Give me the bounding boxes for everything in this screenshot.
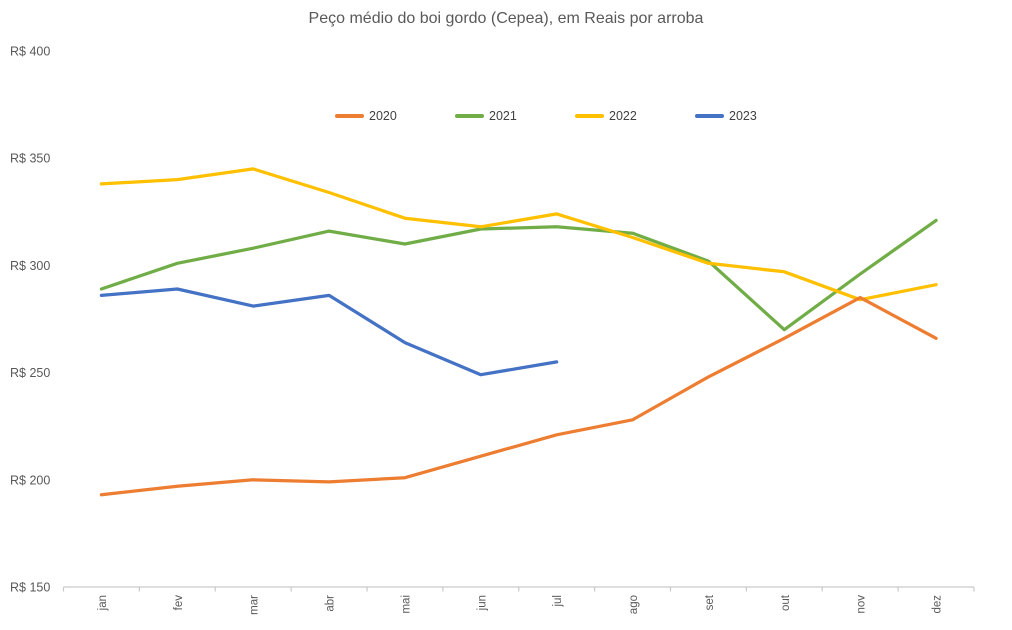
y-axis-label: R$ 150 [10,581,50,595]
x-axis-label: set [704,594,716,610]
x-axis-label: dez [932,595,944,614]
x-axis-label: ago [628,595,640,614]
legend-item-2022: 2022 [575,106,695,126]
series-line-2022 [99,167,938,302]
y-axis-label: R$ 400 [10,45,50,59]
y-axis-label: R$ 200 [10,473,50,487]
series-line-2020 [99,295,938,497]
legend-item-2020: 2020 [335,106,455,126]
legend-swatch-2020 [335,114,364,118]
y-axis-label: R$ 300 [10,259,50,273]
x-axis-label: jan [97,595,109,611]
legend-item-2023: 2023 [695,106,815,126]
legend-swatch-2022 [575,114,604,118]
x-axis-label: nov [856,595,868,614]
series-line-2023 [99,287,559,377]
legend-label-2023: 2023 [729,109,757,123]
y-axis-label: R$ 250 [10,366,50,380]
series-line-2021 [99,218,938,332]
x-axis-label: jul [552,595,564,608]
legend-swatch-2023 [695,114,724,118]
legend-label-2022: 2022 [609,109,637,123]
x-axis-label: abr [325,595,337,612]
y-axis-label: R$ 350 [10,152,50,166]
chart-legend: 2020 2021 2022 2023 [335,106,815,126]
legend-item-2021: 2021 [455,106,575,126]
legend-swatch-2021 [455,114,484,118]
x-axis-label: out [780,594,792,611]
x-axis-label: jun [476,595,488,611]
x-axis-label: mar [249,595,261,615]
x-axis-label: fev [173,595,185,611]
legend-label-2021: 2021 [489,109,517,123]
x-axis-label: mai [400,595,412,614]
legend-label-2020: 2020 [369,109,397,123]
chart-title: Peço médio do boi gordo (Cepea), em Reai… [308,10,704,27]
